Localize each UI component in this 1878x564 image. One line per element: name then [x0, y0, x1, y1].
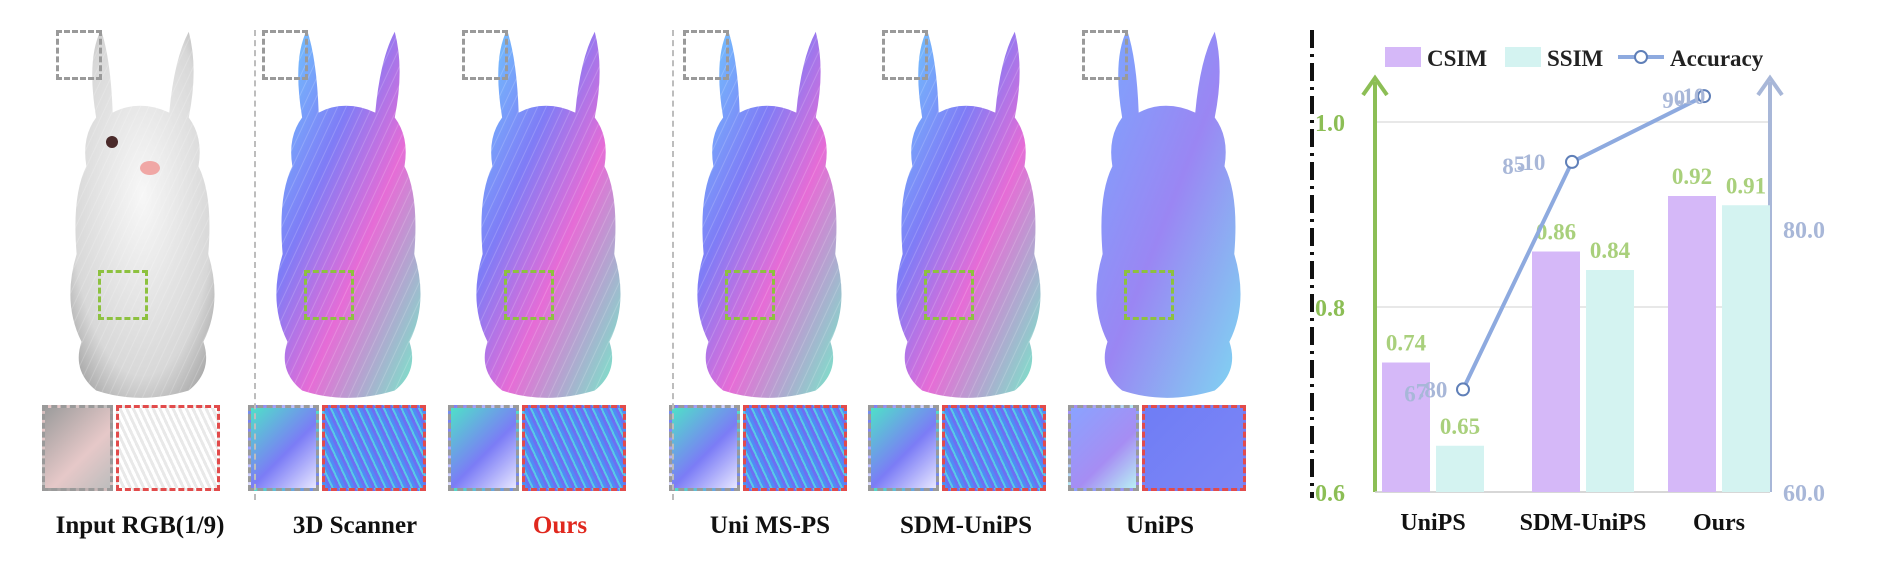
ear-region-box — [56, 30, 102, 80]
accuracy-point — [1456, 382, 1470, 397]
legend-label: CSIM — [1427, 46, 1487, 71]
left-tick-label: 0.8 — [1315, 296, 1345, 322]
panel-label: Ours — [532, 512, 588, 539]
left-tick-label: 0.6 — [1315, 481, 1345, 507]
legend-label: Accuracy — [1670, 46, 1764, 71]
panel-label: UniPS — [1125, 512, 1195, 539]
ear-region-box — [683, 30, 729, 80]
separator-middle — [672, 30, 674, 500]
panel-label: Input RGB(1/9) — [55, 512, 225, 539]
bar-value-label: 0.84 — [1590, 238, 1631, 263]
panel-label: Uni MS-PS — [709, 512, 831, 539]
left-axis-arrow-icon — [1361, 74, 1389, 97]
bar-value-label: 0.65 — [1440, 414, 1480, 439]
right-tick-label: 80.0 — [1783, 218, 1825, 244]
body-region-box — [304, 270, 354, 320]
legend-swatch-ssim — [1505, 47, 1541, 67]
ear-crop — [42, 405, 113, 491]
fur-crop — [522, 405, 626, 491]
accuracy-value-label: 90.10 — [1662, 84, 1705, 113]
rabbit-image — [70, 29, 215, 398]
ear-crop — [868, 405, 939, 491]
bar-value-label: 0.74 — [1386, 331, 1427, 356]
bar-csim — [1532, 251, 1580, 492]
fur-crop — [743, 405, 847, 491]
ear-region-box — [882, 30, 928, 80]
body-region-box — [1124, 270, 1174, 320]
accuracy-line — [1461, 94, 1705, 391]
accuracy-value-label: 85.10 — [1502, 150, 1545, 179]
legend-label: SSIM — [1547, 46, 1604, 71]
body-region-box — [504, 270, 554, 320]
body-region-box — [924, 270, 974, 320]
x-tick-label: Ours — [1693, 510, 1745, 536]
accuracy-value-label: 67.80 — [1404, 377, 1447, 406]
body-region-box — [98, 270, 148, 320]
bar-ssim — [1436, 445, 1484, 492]
bar-csim — [1382, 362, 1430, 492]
legend-marker-icon — [1634, 50, 1648, 64]
ear-region-box — [462, 30, 508, 80]
ear-region-box — [262, 30, 308, 80]
right-axis-arrow-icon — [1756, 74, 1784, 97]
ear-crop — [669, 405, 740, 491]
bar-value-label: 0.91 — [1726, 173, 1766, 198]
bar-value-label: 0.92 — [1672, 164, 1712, 189]
right-tick-label: 60.0 — [1783, 481, 1825, 507]
fur-crop — [942, 405, 1046, 491]
fur-crop — [1142, 405, 1246, 491]
x-tick-label: UniPS — [1400, 510, 1465, 536]
ear-region-box — [1082, 30, 1128, 80]
bar-ssim — [1722, 205, 1770, 492]
bar-ssim — [1586, 270, 1634, 492]
ear-crop — [248, 405, 319, 491]
accuracy-point — [1565, 154, 1579, 169]
ear-crop — [448, 405, 519, 491]
accuracy-point — [1697, 89, 1711, 104]
panel-label: 3D Scanner — [292, 512, 418, 539]
x-tick-label: SDM-UniPS — [1520, 510, 1647, 536]
fur-crop — [116, 405, 220, 491]
bar-value-label: 0.86 — [1536, 220, 1576, 245]
panel-label: SDM-UniPS — [900, 512, 1032, 539]
ear-crop — [1068, 405, 1139, 491]
body-region-box — [725, 270, 775, 320]
fur-crop — [322, 405, 426, 491]
bar-csim — [1668, 196, 1716, 492]
separator-left — [254, 30, 256, 500]
left-tick-label: 1.0 — [1315, 111, 1345, 137]
legend-swatch-csim — [1385, 47, 1421, 67]
